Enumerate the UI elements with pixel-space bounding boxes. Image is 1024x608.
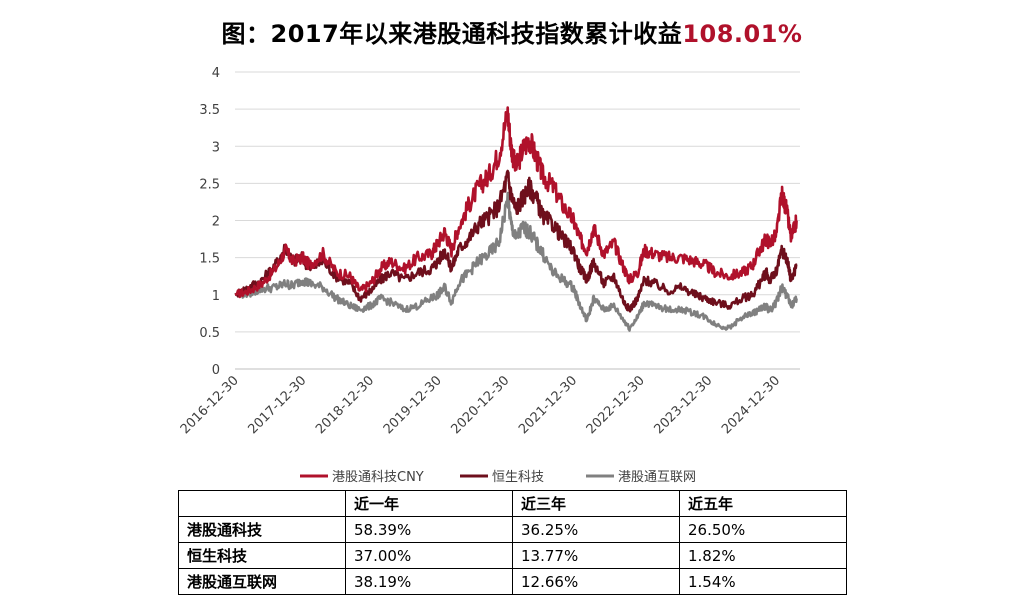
- table-cell: 1.54%: [679, 568, 847, 595]
- y-tick-label: 0.5: [199, 326, 220, 341]
- x-tick-label: 2016-12-30: [178, 373, 242, 437]
- table-header-1y: 近一年: [345, 490, 513, 517]
- y-tick-label: 4: [212, 66, 220, 81]
- x-tick-label: 2023-12-30: [651, 373, 715, 437]
- table-header-5y: 近五年: [679, 490, 847, 517]
- x-tick-label: 2017-12-30: [245, 373, 309, 437]
- table-cell: 1.82%: [679, 542, 847, 569]
- y-tick-label: 3.5: [199, 103, 220, 118]
- y-tick-label: 1: [212, 289, 220, 304]
- table-row: 港股通科技 58.39% 36.25% 26.50%: [178, 516, 847, 543]
- series-line-1: [234, 106, 798, 299]
- y-tick-label: 2.5: [199, 177, 220, 192]
- table-cell: 36.25%: [512, 516, 680, 543]
- x-tick-label: 2020-12-30: [448, 373, 512, 437]
- row-label: 恒生科技: [178, 542, 346, 569]
- x-tick-label: 2019-12-30: [381, 373, 445, 437]
- x-tick-label: 2024-12-30: [719, 373, 783, 437]
- table-header-3y: 近三年: [512, 490, 680, 517]
- legend-label-3: 港股通互联网: [618, 470, 696, 485]
- returns-table: 近一年 近三年 近五年 港股通科技 58.39% 36.25% 26.50% 恒…: [178, 490, 847, 595]
- table-header-row: 近一年 近三年 近五年: [178, 490, 847, 517]
- table-cell: 12.66%: [512, 568, 680, 595]
- x-tick-label: 2022-12-30: [584, 373, 648, 437]
- legend-label-1: 港股通科技CNY: [332, 470, 424, 485]
- title-main: 图：2017年以来港股通科技指数累计收益: [221, 20, 683, 48]
- series-line-2: [234, 169, 798, 313]
- title-highlight: 108.01%: [682, 20, 803, 48]
- table-corner-cell: [178, 490, 346, 517]
- row-label: 港股通互联网: [178, 568, 346, 595]
- y-tick-label: 2: [212, 215, 220, 230]
- y-tick-label: 0: [212, 363, 220, 378]
- x-tick-label: 2021-12-30: [516, 373, 580, 437]
- table-cell: 37.00%: [345, 542, 513, 569]
- series-line-3: [234, 191, 798, 332]
- table-cell: 38.19%: [345, 568, 513, 595]
- table-cell: 26.50%: [679, 516, 847, 543]
- table-row: 恒生科技 37.00% 13.77% 1.82%: [178, 542, 847, 569]
- table-cell: 13.77%: [512, 542, 680, 569]
- x-tick-label: 2018-12-30: [313, 373, 377, 437]
- row-label: 港股通科技: [178, 516, 346, 543]
- y-tick-label: 1.5: [199, 252, 220, 267]
- legend-label-2: 恒生科技: [492, 470, 544, 485]
- table-cell: 58.39%: [345, 516, 513, 543]
- chart-title: 图：2017年以来港股通科技指数累计收益108.01%: [0, 14, 1024, 49]
- y-tick-label: 3: [212, 140, 220, 155]
- table-row: 港股通互联网 38.19% 12.66% 1.54%: [178, 568, 847, 595]
